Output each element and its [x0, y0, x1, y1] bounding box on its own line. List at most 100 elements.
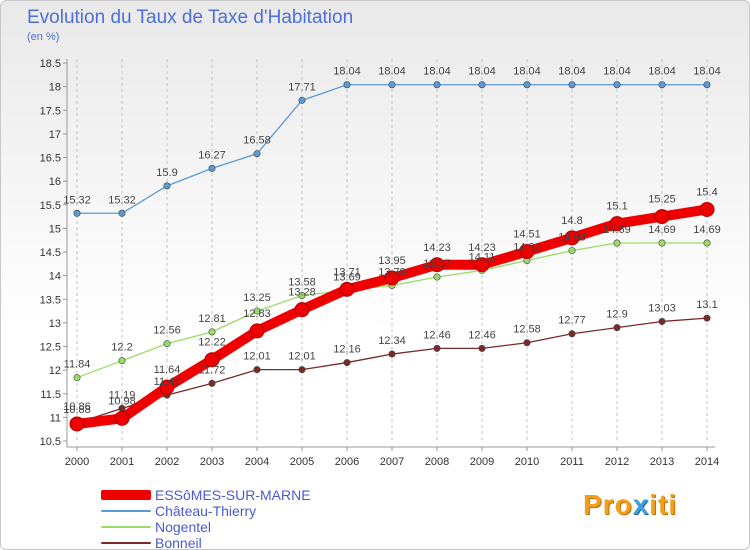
data-label: 12.77	[558, 315, 586, 327]
y-tick-label: 13.5	[40, 294, 61, 306]
data-label: 10.86	[63, 401, 91, 413]
x-tick-label: 2012	[605, 456, 629, 468]
data-point	[343, 81, 351, 89]
data-label: 14.11	[469, 251, 496, 263]
y-tick-label: 15	[49, 223, 61, 235]
data-label: 18.04	[513, 66, 541, 78]
data-label: 18.04	[648, 66, 676, 78]
data-label: 18.04	[423, 66, 451, 78]
data-point	[298, 366, 306, 374]
data-point	[478, 344, 486, 352]
data-point	[388, 350, 396, 358]
data-label: 15.32	[108, 194, 136, 206]
y-tick-label: 16	[49, 176, 61, 188]
data-point	[384, 270, 400, 286]
x-tick-label: 2010	[515, 456, 539, 468]
y-tick-label: 18.5	[40, 58, 61, 70]
data-label: 12.16	[333, 344, 361, 356]
data-label: 15.32	[63, 194, 91, 206]
data-point	[204, 352, 220, 368]
data-point	[429, 257, 445, 273]
data-point	[433, 81, 441, 89]
y-tick-label: 14	[49, 271, 61, 283]
data-point	[703, 81, 711, 89]
data-label: 13.58	[288, 276, 316, 288]
data-label: 13.1	[696, 299, 717, 311]
data-point	[114, 410, 130, 426]
data-label: 14.69	[693, 224, 721, 236]
y-tick-label: 14.5	[40, 247, 61, 259]
data-point	[613, 81, 621, 89]
data-label: 14.32	[513, 242, 541, 254]
x-tick-label: 2005	[290, 456, 314, 468]
data-point	[343, 359, 351, 367]
data-label: 13.69	[333, 271, 361, 283]
data-point	[703, 314, 711, 322]
data-point	[253, 150, 261, 158]
data-point	[658, 239, 666, 247]
y-tick-label: 12	[49, 365, 61, 377]
data-point	[568, 81, 576, 89]
legend-swatch	[101, 542, 151, 544]
data-label: 15.4	[696, 186, 717, 198]
data-point	[519, 244, 535, 260]
data-point	[568, 330, 576, 338]
data-point	[564, 230, 580, 246]
x-tick-label: 2007	[380, 456, 404, 468]
data-label: 13.25	[243, 292, 271, 304]
x-tick-label: 2003	[200, 456, 224, 468]
data-point	[69, 416, 85, 432]
data-label: 18.04	[468, 66, 496, 78]
data-point	[654, 209, 670, 225]
data-label: 15.1	[606, 201, 627, 213]
x-tick-label: 2002	[155, 456, 179, 468]
data-point	[699, 201, 715, 217]
chart-title: Evolution du Taux de Taxe d'Habitation	[27, 7, 354, 28]
data-point	[118, 357, 126, 365]
data-point	[208, 379, 216, 387]
y-tick-label: 17.5	[40, 105, 61, 117]
data-point	[523, 339, 531, 347]
data-label: 10.88	[63, 404, 91, 416]
x-tick-label: 2014	[695, 456, 719, 468]
y-tick-label: 17	[49, 129, 61, 141]
data-label: 12.22	[198, 337, 226, 349]
data-label: 15.9	[156, 167, 177, 179]
data-point	[73, 209, 81, 217]
data-label: 16.58	[243, 135, 271, 147]
data-label: 13.97	[423, 258, 451, 270]
data-label: 18.04	[603, 66, 631, 78]
data-label: 13.95	[378, 255, 406, 267]
data-label: 14.69	[648, 224, 676, 236]
data-label: 12.01	[288, 351, 316, 363]
data-point	[568, 247, 576, 255]
data-label: 13.28	[288, 287, 316, 299]
data-label: 11.19	[109, 389, 136, 401]
x-tick-label: 2001	[110, 456, 134, 468]
legend-label: Nogentel	[155, 519, 212, 535]
data-label: 12.2	[111, 342, 132, 354]
data-label: 13.79	[378, 267, 406, 279]
data-point	[703, 239, 711, 247]
data-point	[253, 366, 261, 374]
x-tick-label: 2011	[560, 456, 584, 468]
x-tick-label: 2008	[425, 456, 449, 468]
data-label: 14.53	[558, 232, 586, 244]
data-point	[208, 328, 216, 336]
data-label: 17.71	[288, 81, 316, 93]
data-label: 13.71	[333, 266, 361, 278]
data-label: 11.47	[154, 376, 181, 388]
data-label: 12.83	[243, 308, 271, 320]
y-tick-label: 11	[50, 412, 61, 424]
data-label: 12.34	[378, 335, 406, 347]
data-point	[163, 340, 171, 348]
data-point	[658, 317, 666, 325]
y-tick-label: 10.5	[40, 436, 61, 448]
data-label: 18.04	[333, 66, 361, 78]
data-point	[478, 81, 486, 89]
data-label: 12.9	[606, 309, 627, 321]
legend-label: Bonneil	[155, 535, 202, 550]
data-label: 14.69	[603, 224, 631, 236]
chart-unit: (en %)	[27, 31, 60, 43]
data-point	[613, 239, 621, 247]
